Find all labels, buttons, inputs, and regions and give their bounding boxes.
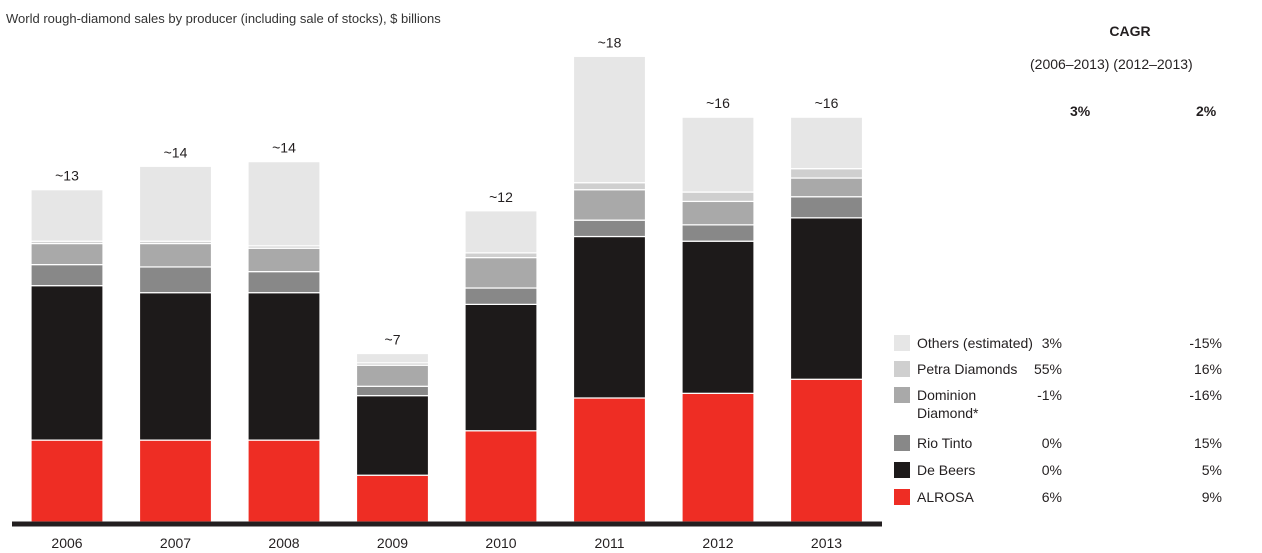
bar-segment-petra-diamonds-2010 (464, 252, 538, 259)
bar-segment-others-estimated-2013 (789, 116, 864, 170)
cagr-period-1: (2006–2013) (1030, 56, 1110, 72)
bar-segment-alrosa-2012 (681, 392, 755, 523)
bar-segment-de-beers-2008 (247, 292, 321, 441)
cagr-value-2006-2013: 55% (1033, 361, 1062, 377)
chart-title: World rough-diamond sales by producer (i… (6, 11, 441, 26)
bar-segment-dominion-diamond-2013 (789, 177, 864, 198)
legend-swatch (894, 335, 910, 351)
bar-segment-petra-diamonds-2011 (572, 182, 647, 191)
cagr-period-2: (2012–2013) (1113, 56, 1193, 72)
bar-segment-dominion-diamond-2006 (30, 242, 104, 266)
bar-segment-rio-tinto-2009 (355, 385, 430, 397)
legend-swatch (894, 489, 910, 505)
cagr-value-2012-2013: -15% (1189, 335, 1222, 351)
legend-label: Others (estimated) (917, 335, 1033, 351)
bar-segment-de-beers-2007 (138, 292, 213, 441)
cagr-value-2012-2013: 15% (1193, 435, 1222, 451)
bar-segment-alrosa-2007 (138, 439, 213, 523)
bar-segment-alrosa-2008 (247, 439, 321, 523)
bar-segment-dominion-diamond-2008 (247, 247, 321, 273)
cagr-value-2006-2013: -1% (1037, 387, 1062, 403)
bar-segment-others-estimated-2012 (681, 116, 755, 193)
bar-segment-rio-tinto-2006 (30, 264, 104, 287)
legend-swatch (894, 387, 910, 403)
cagr-value-2012-2013: 9% (1201, 489, 1222, 505)
legend-label: ALROSA (917, 489, 974, 505)
bar-segment-rio-tinto-2008 (247, 271, 321, 294)
bar-segment-de-beers-2010 (464, 303, 538, 432)
x-tick-label: 2013 (811, 535, 842, 551)
bar-segment-others-estimated-2010 (464, 210, 538, 254)
total-label: ~16 (706, 95, 730, 111)
bar-segment-others-estimated-2007 (138, 165, 213, 242)
cagr-total-2: 2% (1196, 103, 1217, 119)
total-label: ~14 (164, 144, 188, 160)
bar-segment-others-estimated-2008 (247, 161, 321, 247)
cagr-heading: CAGR (1109, 23, 1151, 39)
bar-segment-de-beers-2006 (30, 285, 104, 441)
bar-segment-others-estimated-2006 (30, 189, 104, 242)
bar-segment-alrosa-2010 (464, 430, 538, 523)
stacked-bar-chart: ~13 2006 ~14 2007 ~14 2008 ~7 2009 ~12 2010 ~18 201… (12, 34, 882, 551)
legend-label: Petra Diamonds (917, 361, 1018, 377)
x-tick-label: 2012 (702, 535, 733, 551)
bar-segment-dominion-diamond-2007 (138, 242, 213, 268)
total-label: ~14 (272, 140, 296, 156)
bar-segment-dominion-diamond-2010 (464, 256, 538, 289)
legend-swatch (894, 462, 910, 478)
bar-segment-others-estimated-2009 (355, 352, 430, 364)
cagr-value-2006-2013: 0% (1041, 462, 1062, 478)
x-tick-label: 2009 (377, 535, 408, 551)
bar-segment-others-estimated-2011 (572, 55, 647, 184)
x-tick-label: 2007 (160, 535, 191, 551)
total-label: ~13 (55, 168, 79, 184)
bar-segment-rio-tinto-2010 (464, 287, 538, 305)
legend-swatch (894, 361, 910, 377)
total-label: ~12 (489, 189, 513, 205)
bar-segment-rio-tinto-2011 (572, 219, 647, 238)
bar-segment-petra-diamonds-2012 (681, 191, 755, 203)
bar-segment-rio-tinto-2013 (789, 196, 864, 219)
cagr-periods: (2006–2013) (2012–2013) (1030, 56, 1193, 72)
bar-segment-dominion-diamond-2012 (681, 200, 755, 226)
bar-segment-petra-diamonds-2013 (789, 168, 864, 179)
legend-label: Rio Tinto (917, 435, 973, 451)
total-label: ~16 (815, 95, 839, 111)
cagr-value-2012-2013: 16% (1193, 361, 1222, 377)
total-label: ~18 (598, 34, 622, 50)
bar-segment-rio-tinto-2012 (681, 224, 755, 242)
bar-segment-alrosa-2006 (30, 439, 104, 523)
legend-label: De Beers (917, 462, 976, 478)
cagr-value-2006-2013: 0% (1041, 435, 1062, 451)
cagr-value-2012-2013: -16% (1189, 387, 1222, 403)
legend-label: Dominion Diamond* (917, 387, 979, 421)
bar-segment-rio-tinto-2007 (138, 266, 213, 294)
cagr-value-2006-2013: 3% (1041, 335, 1062, 351)
bar-segment-de-beers-2012 (681, 240, 755, 394)
x-tick-label: 2008 (268, 535, 299, 551)
bar-segment-de-beers-2009 (355, 395, 430, 476)
bar-segment-alrosa-2013 (789, 378, 864, 523)
cagr-value-2012-2013: 5% (1201, 462, 1222, 478)
cagr-value-2006-2013: 6% (1041, 489, 1062, 505)
x-tick-label: 2010 (485, 535, 516, 551)
bar-segment-alrosa-2009 (355, 474, 430, 523)
cagr-total-1: 3% (1070, 103, 1091, 119)
bar-segment-de-beers-2013 (789, 217, 864, 380)
bar-segment-dominion-diamond-2009 (355, 364, 430, 387)
x-tick-label: 2011 (594, 535, 624, 551)
bar-segment-alrosa-2011 (572, 397, 647, 523)
legend-swatch (894, 435, 910, 451)
total-label: ~7 (385, 332, 401, 348)
x-tick-label: 2006 (51, 535, 82, 551)
bar-segment-de-beers-2011 (572, 235, 647, 399)
bar-segment-dominion-diamond-2011 (572, 189, 647, 221)
